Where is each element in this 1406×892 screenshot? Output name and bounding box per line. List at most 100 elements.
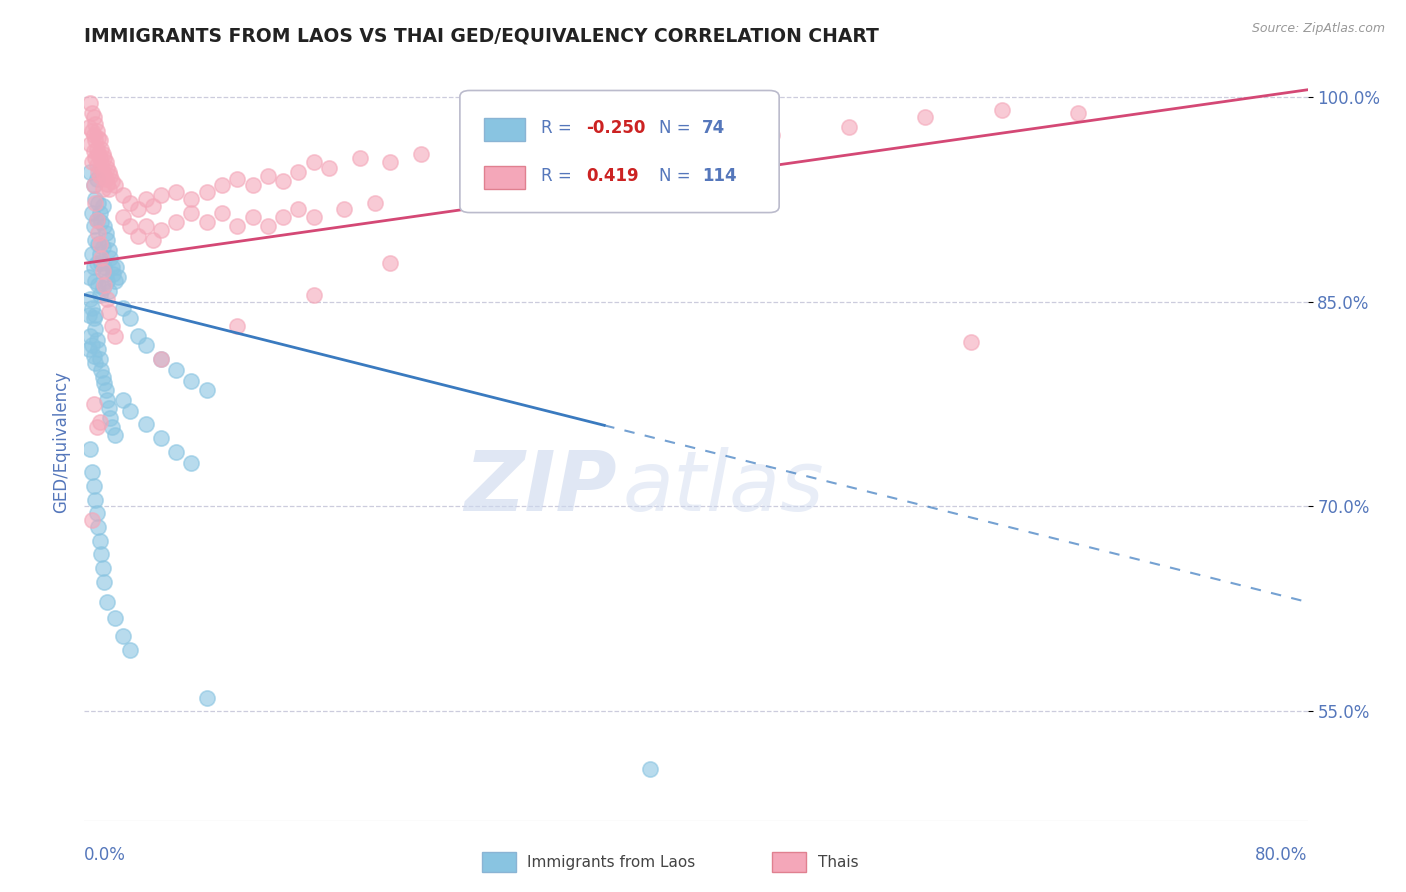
Point bbox=[79, 96, 101, 111]
Point bbox=[79, 165, 101, 179]
Point bbox=[87, 196, 110, 211]
Point bbox=[165, 215, 187, 229]
Point bbox=[84, 492, 107, 507]
Text: 80.0%: 80.0% bbox=[1256, 846, 1308, 863]
Point bbox=[111, 392, 134, 407]
Point bbox=[93, 260, 115, 275]
Point bbox=[96, 233, 118, 247]
Point bbox=[89, 246, 111, 260]
Point bbox=[83, 178, 105, 193]
Point bbox=[195, 185, 218, 199]
Point bbox=[97, 182, 120, 196]
Y-axis label: GED/Equivalency: GED/Equivalency bbox=[52, 370, 70, 513]
Point bbox=[90, 251, 112, 265]
Point bbox=[79, 328, 101, 343]
Point bbox=[93, 219, 115, 234]
Point bbox=[101, 260, 124, 275]
Point bbox=[96, 595, 118, 609]
Point bbox=[89, 351, 111, 366]
Point bbox=[80, 124, 103, 138]
Point bbox=[333, 202, 356, 216]
Point bbox=[79, 292, 101, 306]
FancyBboxPatch shape bbox=[772, 853, 806, 872]
Point bbox=[165, 444, 187, 458]
Point bbox=[98, 410, 121, 425]
Point bbox=[165, 185, 187, 199]
Point bbox=[103, 267, 125, 281]
Point bbox=[86, 256, 108, 270]
Point bbox=[97, 284, 120, 298]
Point bbox=[91, 147, 114, 161]
Point bbox=[107, 269, 129, 284]
Text: 114: 114 bbox=[702, 167, 737, 186]
FancyBboxPatch shape bbox=[484, 166, 526, 189]
Point bbox=[1067, 106, 1090, 120]
Point bbox=[89, 133, 111, 147]
Point bbox=[90, 547, 112, 561]
Point bbox=[86, 158, 108, 172]
Point bbox=[80, 155, 103, 169]
Point bbox=[86, 506, 108, 520]
Point bbox=[226, 319, 249, 334]
Point bbox=[86, 141, 108, 155]
Point bbox=[149, 351, 172, 366]
Text: 74: 74 bbox=[702, 120, 725, 137]
Point bbox=[93, 376, 115, 391]
Point bbox=[89, 533, 111, 548]
Point bbox=[83, 145, 105, 159]
Point bbox=[84, 233, 107, 247]
Point bbox=[80, 513, 103, 527]
Point bbox=[257, 219, 280, 234]
Point bbox=[101, 174, 124, 188]
Point bbox=[86, 124, 108, 138]
Point bbox=[80, 301, 103, 316]
Point bbox=[380, 256, 402, 270]
Point bbox=[79, 442, 101, 456]
Point bbox=[91, 182, 114, 196]
FancyBboxPatch shape bbox=[460, 90, 779, 212]
Point bbox=[90, 256, 112, 270]
Point bbox=[86, 212, 108, 227]
Point bbox=[89, 415, 111, 429]
Point bbox=[87, 343, 110, 357]
Point bbox=[226, 219, 249, 234]
Text: R =: R = bbox=[541, 167, 576, 186]
Point bbox=[104, 328, 127, 343]
Point bbox=[104, 428, 127, 442]
Point bbox=[93, 278, 115, 293]
Point bbox=[84, 151, 107, 165]
Point bbox=[90, 141, 112, 155]
Point bbox=[180, 192, 202, 206]
Point bbox=[242, 210, 264, 224]
Point bbox=[409, 147, 432, 161]
Point bbox=[101, 420, 124, 434]
Text: atlas: atlas bbox=[623, 447, 824, 527]
Point bbox=[84, 322, 107, 336]
Point bbox=[195, 690, 218, 705]
Point bbox=[90, 215, 112, 229]
Point bbox=[211, 178, 233, 193]
Point bbox=[142, 199, 165, 213]
Point bbox=[302, 155, 325, 169]
Point bbox=[80, 246, 103, 260]
Point bbox=[84, 308, 107, 322]
Point bbox=[89, 205, 111, 219]
Text: N =: N = bbox=[659, 167, 696, 186]
Point bbox=[91, 281, 114, 295]
Point bbox=[87, 237, 110, 252]
Point bbox=[91, 561, 114, 575]
Point bbox=[91, 369, 114, 384]
Point bbox=[96, 392, 118, 407]
Point bbox=[94, 171, 117, 186]
Point bbox=[914, 110, 936, 124]
Point bbox=[80, 205, 103, 219]
Point bbox=[89, 151, 111, 165]
Text: Immigrants from Laos: Immigrants from Laos bbox=[527, 855, 696, 870]
Point bbox=[80, 465, 103, 479]
Point bbox=[91, 199, 114, 213]
Point bbox=[97, 401, 120, 415]
Point bbox=[120, 196, 142, 211]
Point bbox=[135, 219, 157, 234]
Point bbox=[685, 120, 707, 134]
Point bbox=[77, 343, 100, 357]
